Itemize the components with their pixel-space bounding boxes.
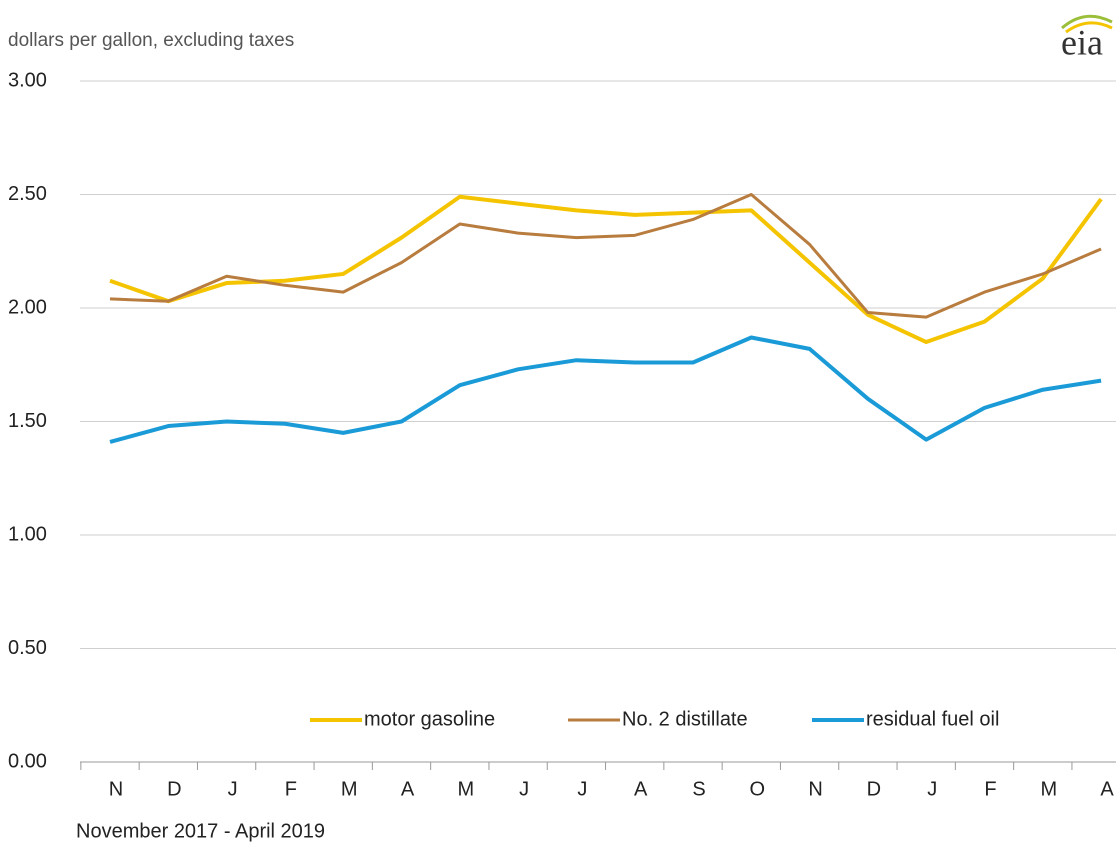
x-tick-label: N — [109, 778, 123, 800]
series-line — [109, 193, 1102, 319]
y-tick-label: 2.00 — [8, 296, 47, 318]
x-tick-label: F — [984, 778, 996, 800]
x-tick-label: J — [927, 778, 937, 800]
y-tick-label: 0.00 — [8, 750, 47, 772]
y-tick-label: 2.50 — [8, 183, 47, 205]
legend-label: No. 2 distillate — [622, 708, 748, 730]
y-tick-label: 1.50 — [8, 410, 47, 432]
x-tick-label: A — [401, 778, 415, 800]
x-tick-label: D — [167, 778, 181, 800]
legend-label: motor gasoline — [364, 708, 495, 730]
x-tick-label: N — [808, 778, 822, 800]
y-tick-label: 3.00 — [8, 69, 47, 91]
y-tick-label: 0.50 — [8, 637, 47, 659]
logo: eia — [1061, 22, 1103, 62]
x-axis-label: November 2017 - April 2019 — [76, 820, 325, 842]
logo-arc — [1065, 21, 1113, 34]
legend-label: residual fuel oil — [866, 708, 999, 730]
series-line — [109, 194, 1103, 345]
x-tick-label: A — [634, 778, 648, 800]
x-tick-label: M — [341, 778, 358, 800]
x-tick-label: J — [577, 778, 587, 800]
x-tick-label: S — [692, 778, 705, 800]
series-line — [109, 335, 1102, 444]
x-tick-label: M — [457, 778, 474, 800]
y-tick-label: 1.00 — [8, 523, 47, 545]
x-tick-label: J — [228, 778, 238, 800]
x-tick-label: M — [1040, 778, 1057, 800]
x-tick-label: D — [867, 778, 881, 800]
x-tick-label: O — [750, 778, 766, 800]
x-tick-label: J — [519, 778, 529, 800]
subtitle: dollars per gallon, excluding taxes — [8, 30, 294, 51]
x-tick-label: F — [285, 778, 297, 800]
x-tick-label: A — [1100, 778, 1114, 800]
logo-arc — [1061, 14, 1113, 30]
